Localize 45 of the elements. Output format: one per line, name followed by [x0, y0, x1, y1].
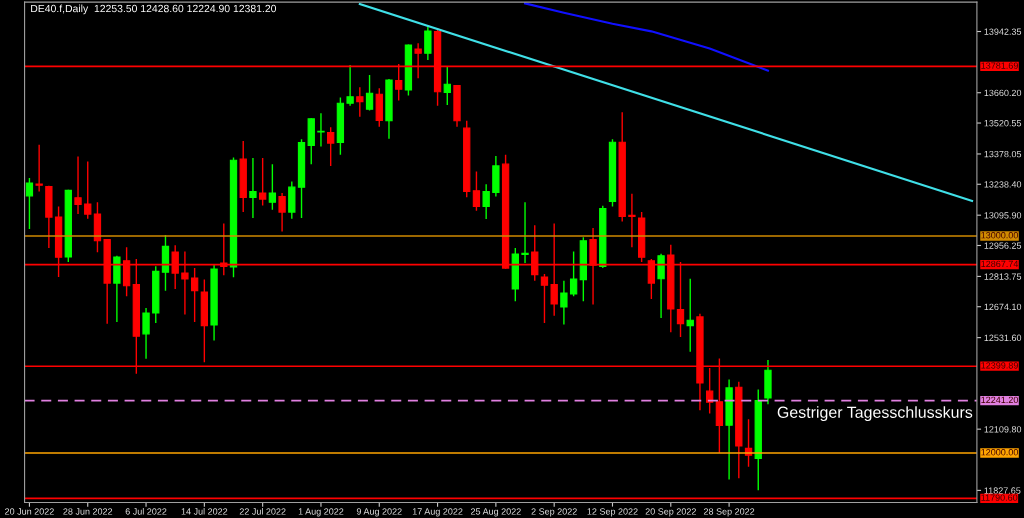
x-tick-label: 9 Aug 2022 [356, 508, 402, 517]
candlestick [239, 140, 247, 213]
ref-line-label: 12000.00 [981, 449, 1019, 456]
ref-line-label: 12867.74 [981, 260, 1019, 268]
ref-line-label: 11790.60 [981, 494, 1018, 501]
candlestick [540, 273, 549, 324]
x-tick-label: 2 Sep 2022 [531, 508, 577, 517]
candlestick [618, 111, 626, 223]
x-tick-label: 25 Aug 2022 [470, 508, 521, 517]
x-tick-label: 28 Jun 2022 [63, 508, 113, 515]
y-tick-label: 12956.25 [984, 242, 1022, 249]
y-tick-label: 12531.60 [984, 334, 1022, 341]
x-tick-label: 28 Sep 2022 [703, 508, 755, 517]
line-series [523, 2, 770, 72]
candlestick [35, 144, 43, 193]
x-tick-label: 1 Aug 2022 [298, 508, 344, 517]
chart-title: DE40.f,Daily 12253.50 12428.60 12224.90 12381.20 [31, 4, 277, 15]
ref-line-label: 12399.89 [981, 362, 1018, 369]
candlestick [307, 117, 315, 165]
y-tick-label: 13095.90 [984, 212, 1022, 219]
candlestick [258, 157, 267, 207]
x-tick-label: 20 Sep 2022 [645, 508, 696, 517]
ref-line-label: 13000.00 [981, 232, 1019, 239]
ref-line-label: 13781.69 [981, 62, 1018, 69]
y-tick-label: 13238.40 [984, 181, 1022, 188]
candlestick [754, 388, 762, 492]
x-tick-label: 20 Jun 2022 [5, 508, 54, 515]
x-tick-label: 12 Sep 2022 [587, 508, 638, 517]
y-tick-label: 11827.65 [984, 487, 1021, 494]
y-tick-label: 13942.35 [984, 28, 1022, 35]
y-tick-label: 13520.55 [984, 120, 1022, 127]
candlestick [152, 265, 160, 324]
x-tick-label: 14 Jul 2022 [181, 508, 228, 515]
ref-line-label: 12241.20 [981, 396, 1019, 404]
annotation: Gestriger Tagesschlusskurs [777, 406, 973, 422]
y-tick-label: 12109.80 [984, 426, 1022, 433]
y-tick-label: 13378.05 [984, 150, 1022, 158]
x-tick-label: 17 Aug 2022 [412, 508, 463, 517]
candlestick [84, 160, 92, 220]
y-tick-label: 12813.75 [984, 273, 1022, 280]
x-tick-label: 6 Jul 2022 [125, 508, 167, 515]
x-tick-label: 22 Jul 2022 [239, 508, 286, 515]
candlestick [599, 205, 607, 269]
y-tick-label: 13660.20 [984, 89, 1022, 97]
y-tick-label: 12674.10 [984, 303, 1022, 311]
